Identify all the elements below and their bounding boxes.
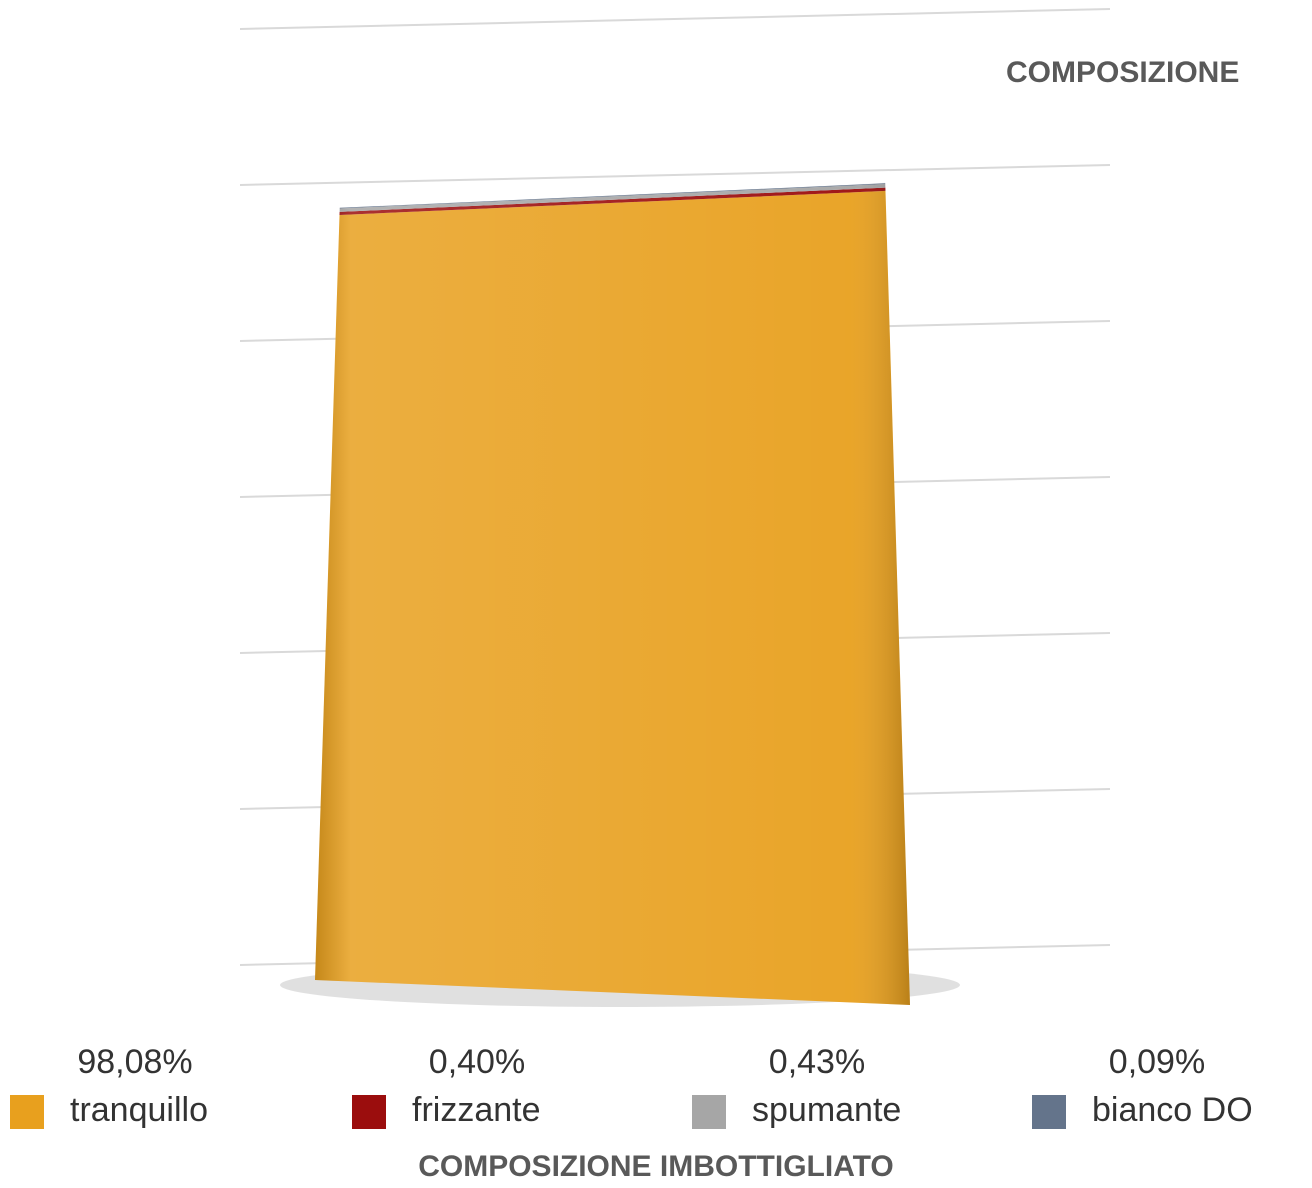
grid-line bbox=[239, 8, 1111, 30]
value-label: 0,40% bbox=[429, 1043, 525, 1081]
grid-line bbox=[239, 164, 1111, 186]
value-label: 0,09% bbox=[1109, 1043, 1205, 1081]
value-label: 0,43% bbox=[769, 1043, 865, 1081]
chart-subtitle: COMPOSIZIONE bbox=[1006, 56, 1239, 89]
value-label: 98,08% bbox=[77, 1043, 192, 1081]
chart-title: COMPOSIZIONE IMBOTTIGLIATO bbox=[418, 1150, 894, 1183]
legend-label: frizzante bbox=[412, 1091, 541, 1129]
legend-swatch bbox=[1032, 1095, 1066, 1129]
legend-swatch bbox=[352, 1095, 386, 1129]
legend-swatch bbox=[10, 1095, 44, 1129]
legend-label: spumante bbox=[752, 1091, 901, 1129]
legend-label: bianco DO bbox=[1092, 1091, 1253, 1129]
legend-label: tranquillo bbox=[70, 1091, 208, 1129]
bar-highlight bbox=[315, 182, 910, 1006]
legend-swatch bbox=[692, 1095, 726, 1129]
